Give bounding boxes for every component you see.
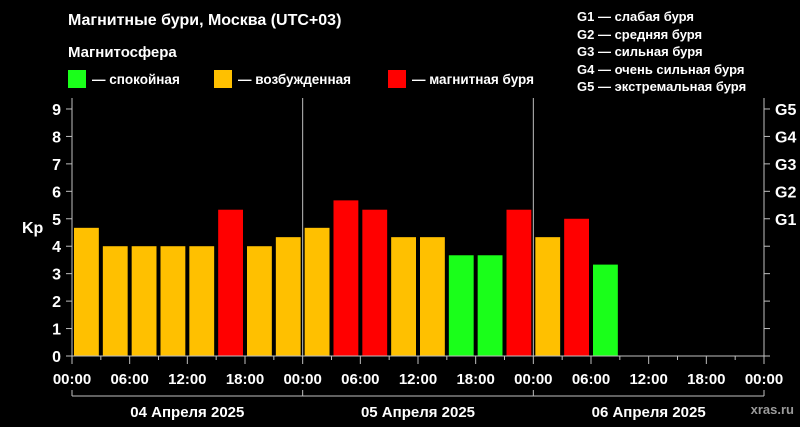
g-tick-label: G3 [775,157,796,174]
x-tick-label: 12:00 [399,371,437,388]
magnetosphere-label: Магнитосфера [68,44,177,61]
g-legend-item: G4 — очень сильная буря [577,61,746,79]
g-tick-label: G5 [775,102,796,119]
x-tick-label: 00:00 [283,371,321,388]
x-tick-label: 18:00 [687,371,725,388]
kp-bar [102,246,128,356]
kp-bar [564,218,589,356]
kp-bar [218,209,243,356]
kp-bar [247,246,272,356]
y-tick-label: 6 [52,184,61,201]
y-tick-label: 9 [52,102,61,119]
y-tick-label: 4 [52,239,61,256]
g-legend-label: — средняя буря [594,26,703,42]
kp-bar [391,237,416,356]
kp-bar [74,227,99,356]
g-legend-item: G5 — экстремальная буря [577,78,746,96]
kp-bar [593,264,618,356]
x-tick-label: 18:00 [456,371,494,388]
chart-title: Магнитные бури, Москва (UTC+03) [68,12,342,29]
g-legend-code: G2 [577,26,595,42]
g-legend-label: — слабая буря [594,9,695,24]
g-legend-code: G4 [577,61,595,77]
kp-bar [535,237,561,356]
x-tick-label: 06:00 [341,371,379,388]
legend-label-active: — возбужденная [238,71,351,87]
y-tick-label: 5 [52,212,61,229]
kp-bar [420,237,445,356]
g-legend-code: G1 [577,9,595,24]
g-legend-code: G5 [577,79,595,94]
day-label: 04 Апреля 2025 [130,404,244,421]
x-tick-label: 00:00 [514,371,552,388]
kp-bar [333,200,359,356]
legend-label-storm: — магнитная буря [412,71,534,87]
x-tick-label: 06:00 [110,371,148,388]
legend-swatch-storm [388,70,406,88]
g-legend-item: G2 — средняя буря [577,26,746,44]
y-tick-label: 7 [52,157,61,174]
y-tick-label: 2 [52,294,61,311]
y-tick-label: 3 [52,267,61,284]
kp-bar [160,246,186,356]
y-tick-label: 8 [52,129,61,146]
g-legend-label: — очень сильная буря [594,61,745,77]
y-axis-label: Kp [22,220,44,237]
legend-swatch-quiet [68,70,86,88]
g-legend-item: G3 — сильная буря [577,43,746,61]
day-label: 05 Апреля 2025 [361,404,475,421]
x-tick-label: 00:00 [53,371,91,388]
day-label: 06 Апреля 2025 [592,404,706,421]
kp-bar [131,246,157,356]
x-tick-label: 00:00 [745,371,783,388]
legend-item-quiet: — спокойная [68,70,180,88]
kp-bar [189,246,215,356]
x-tick-label: 06:00 [572,371,610,388]
kp-bar [362,209,388,356]
g-tick-label: G4 [775,129,796,146]
g-tick-label: G2 [775,184,796,201]
g-legend-label: — сильная буря [594,44,703,59]
g-scale-legend: G1 — слабая буря G2 — средняя буря G3 — … [577,8,746,96]
g-legend-label: — экстремальная буря [594,79,747,94]
x-tick-label: 12:00 [629,371,667,388]
kp-bar [304,227,330,356]
g-tick-label: G1 [775,212,796,229]
legend-item-active: — возбужденная [214,70,351,88]
kp-bar [477,255,503,356]
legend-label-quiet: — спокойная [92,71,180,87]
g-legend-code: G3 [577,44,595,59]
g-legend-item: G1 — слабая буря [577,8,746,26]
kp-bar [275,237,301,356]
y-tick-label: 1 [52,322,61,339]
kp-bar [506,209,532,356]
legend-swatch-active [214,70,232,88]
y-tick-label: 0 [52,349,61,366]
site-watermark: xras.ru [750,402,794,417]
x-tick-label: 12:00 [168,371,206,388]
legend-item-storm: — магнитная буря [388,70,534,88]
x-tick-label: 18:00 [226,371,264,388]
kp-bar [448,255,474,356]
